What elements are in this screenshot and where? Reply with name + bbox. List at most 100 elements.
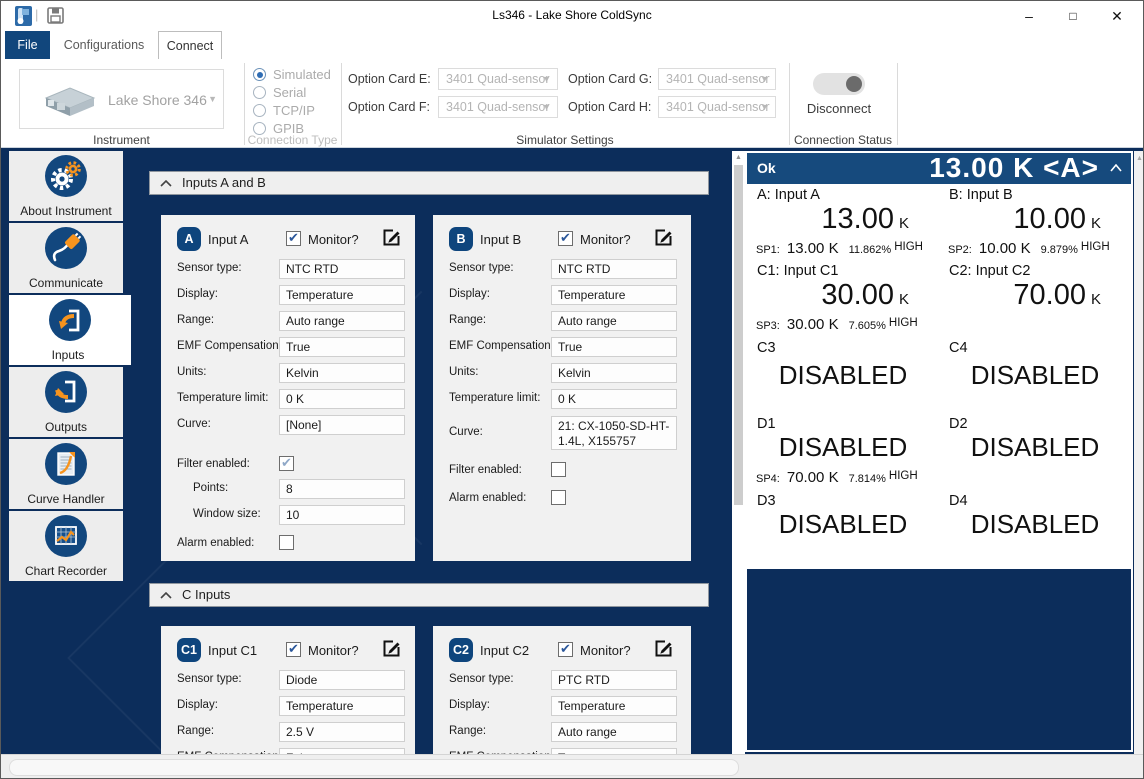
points-value[interactable]: 8 [279,479,405,499]
expander-c-inputs[interactable]: C Inputs [149,583,709,607]
alarm-enabled-checkbox[interactable] [551,490,566,505]
scroll-up-icon[interactable]: ▲ [735,154,742,161]
toggle-knob [846,76,862,92]
panel-scrollbar[interactable]: ▲ [1134,151,1143,754]
channel-name: C2: Input C2 [949,263,1031,280]
alarm-enabled-checkbox[interactable] [279,535,294,550]
field-value[interactable]: 0 K [551,389,677,409]
ribbon: Lake Shore 346 ▼ Instrument Simulated Se… [1,59,1143,148]
field-value[interactable]: Temperature [279,285,405,305]
curve-document-icon [45,443,87,485]
scroll-up-icon[interactable]: ▲ [1136,155,1143,162]
sidebar-item-about-instrument[interactable]: About Instrument [9,151,123,221]
channel-name: D4 [949,492,968,509]
sidebar-item-label: Outputs [44,420,88,434]
field-value[interactable]: Auto range [551,722,677,742]
radio-simulated[interactable]: Simulated [253,66,331,84]
sidebar-item-inputs[interactable]: Inputs [9,295,131,365]
field-value[interactable]: True [279,337,405,357]
window-size-value[interactable]: 10 [279,505,405,525]
edit-icon[interactable] [381,638,402,659]
usb-plug-icon [45,227,87,269]
status-badge: Ok [757,160,776,176]
option-card-g-dropdown[interactable]: 3401 Quad-sensor ▼ [658,68,776,90]
main-reading: 13.00 K <A> [929,152,1099,183]
field-value[interactable]: [None] [279,415,405,435]
field-label: Units: [449,366,479,378]
field-value[interactable]: NTC RTD [279,259,405,279]
input-c1-badge: C1 [177,638,201,662]
minimize-button[interactable]: – [1025,8,1033,24]
field-value[interactable]: 0 K [279,389,405,409]
channel-a: A: Input A 13.00 K SP1: 13.00 K 11.862% HIGH [747,187,939,263]
field-value[interactable]: PTC RTD [551,670,677,690]
field-value[interactable]: 2.5 V [279,722,405,742]
field-value[interactable]: Kelvin [279,363,405,383]
connection-toggle[interactable] [813,73,865,95]
scrollbar-thumb[interactable] [734,165,743,505]
save-icon[interactable] [47,7,64,24]
points-label: Points: [193,482,229,494]
field-value[interactable]: Auto range [551,311,677,331]
group-divider [341,63,342,145]
field-value[interactable]: Auto range [279,311,405,331]
setpoint-row: SP4: 70.00 K 7.814% HIGH [756,469,918,487]
monitor-checkbox[interactable]: ✔ [286,230,301,246]
field-label: EMF Compensation: [449,340,554,352]
expander-inputs-ab[interactable]: Inputs A and B [149,171,709,195]
filter-enabled-label: Filter enabled: [449,464,522,476]
collapse-chevron-icon[interactable] [1110,164,1122,172]
channel-value: DISABLED [970,508,1100,539]
radio-gpib[interactable]: GPIB [253,120,304,138]
titlebar-separator: | [35,7,39,22]
channel-c4: C4 DISABLED [939,340,1131,416]
edit-icon[interactable] [653,227,674,248]
channel-value: DISABLED [970,359,1100,390]
sidebar-item-label: About Instrument [20,204,112,218]
edit-icon[interactable] [381,227,402,248]
field-label: Temperature limit: [177,392,269,404]
section-title: Inputs A and B [182,175,266,190]
field-label: Sensor type: [177,673,242,685]
option-card-f-value: 3401 Quad-sensor [446,100,550,114]
close-button[interactable]: ✕ [1111,8,1123,24]
field-value[interactable]: Temperature [279,696,405,716]
monitor-checkbox[interactable]: ✔ [286,641,301,657]
filter-enabled-checkbox[interactable]: ✔ [279,455,294,471]
option-card-h-dropdown[interactable]: 3401 Quad-sensor ▼ [658,96,776,118]
channel-value: 10.00 K [1013,203,1101,235]
field-label: Range: [449,314,487,326]
field-value[interactable]: 21: CX-1050-SD-HT-1.4L, X155757 [551,416,677,450]
content-scrollbar[interactable]: ▲ [732,151,745,754]
sidebar-item-curve-handler[interactable]: Curve Handler [9,439,123,509]
tab-connect[interactable]: Connect [158,31,222,59]
field-value[interactable]: True [551,337,677,357]
outputs-icon [45,371,87,413]
monitor-checkbox[interactable]: ✔ [558,641,573,657]
maximize-button[interactable]: □ [1069,9,1077,23]
option-card-e-dropdown[interactable]: 3401 Quad-sensor ▼ [438,68,558,90]
field-value[interactable]: Diode [279,670,405,690]
edit-icon[interactable] [653,638,674,659]
field-value[interactable]: Temperature [551,285,677,305]
field-value[interactable]: Temperature [551,696,677,716]
field-value[interactable]: Kelvin [551,363,677,383]
window-size-label: Window size: [193,508,261,520]
field-label: EMF Compensation: [177,340,282,352]
filter-enabled-checkbox[interactable] [551,462,566,477]
field-value[interactable]: NTC RTD [551,259,677,279]
scrollbar-thumb[interactable] [9,759,739,776]
bottom-scrollbar[interactable] [1,754,1143,778]
field-label: Range: [177,314,215,326]
instrument-dropdown[interactable]: Lake Shore 346 ▼ [19,69,224,129]
radio-serial[interactable]: Serial [253,84,306,102]
sidebar-item-communicate[interactable]: Communicate [9,223,123,293]
monitor-checkbox[interactable]: ✔ [558,230,573,246]
field-label: Sensor type: [449,262,514,274]
option-card-f-dropdown[interactable]: 3401 Quad-sensor ▼ [438,96,558,118]
tab-file[interactable]: File [5,31,50,59]
tab-configurations[interactable]: Configurations [63,38,145,52]
sidebar-item-chart-recorder[interactable]: Chart Recorder [9,511,123,581]
sidebar-item-outputs[interactable]: Outputs [9,367,123,437]
radio-tcpip[interactable]: TCP/IP [253,102,315,120]
